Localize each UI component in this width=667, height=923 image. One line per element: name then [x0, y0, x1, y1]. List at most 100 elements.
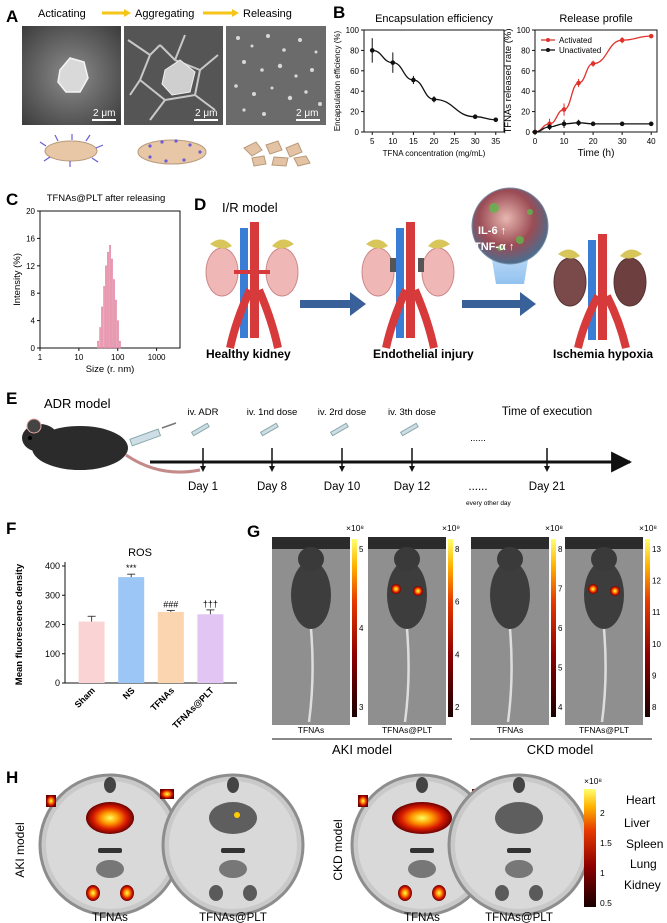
globe-cells [489, 203, 533, 251]
data-point-activated [590, 61, 596, 66]
group-label-ckd: CKD model [527, 742, 594, 757]
size-bar [111, 258, 113, 349]
timeline-event-5: Time of execution [502, 406, 592, 418]
data-point-efficiency [390, 60, 396, 65]
panel-e: E ADR model iv. ADR Day 1 iv. 1nd dose Day … [6, 389, 633, 507]
panel-d-letter: D [194, 195, 206, 214]
x-tick-label: 40 [647, 137, 656, 146]
y-tick-label: 12 [26, 262, 35, 271]
kidney-signal-left [391, 584, 401, 594]
mouse-colorbar-exp-1: ×10⁹ [442, 523, 460, 533]
organ-lung [408, 860, 436, 878]
y-axis-label: Encapsulation efficiency (%) [333, 30, 342, 131]
organ-liver [392, 802, 452, 834]
mouse-colorbar-tick: 8 [455, 545, 460, 554]
chart-title: Encapsulation efficiency [375, 13, 493, 25]
timeline-day-5: Day 21 [529, 481, 565, 493]
arrow-d-1 [300, 292, 366, 316]
mouse-colorbar-tick: 6 [558, 624, 563, 633]
size-bar [114, 299, 117, 349]
chart-frame [363, 29, 505, 133]
mouse-colorbar-1 [448, 539, 453, 717]
data-point-unactivated [648, 121, 654, 127]
size-bar [118, 340, 121, 349]
size-bar [107, 251, 109, 349]
timeline-day-1: Day 8 [257, 481, 287, 493]
stage-label-releasing: Releasing [243, 8, 292, 20]
timeline-day-0: Day 1 [188, 481, 218, 493]
timeline-day-2: Day 10 [324, 481, 360, 493]
legend-label-unactivated: Unactivated [559, 46, 601, 55]
label-endothelial-injury: Endothelial injury [373, 347, 474, 361]
dish-edge-signal [46, 795, 56, 807]
x-tick-label: 35 [491, 137, 500, 146]
panel-e-letter: E [6, 389, 17, 408]
encapsulation-efficiency-chart: Encapsulation efficiency 0 20 40 60 80 100 5 10 1… [333, 13, 505, 158]
organ-spleen [221, 848, 245, 853]
size-bar [113, 279, 115, 349]
panel-f: F ROS 0 100 200 300 400 Mean fluorescence dens… [6, 519, 237, 731]
size-bar [103, 286, 106, 349]
timeline-tick-head [269, 466, 275, 472]
group-label-aki: AKI model [332, 742, 392, 757]
dish-edge-signal [358, 795, 368, 807]
sem-cluster-aggregating [161, 59, 196, 96]
h-colorbar [584, 789, 596, 907]
mouse-colorbar-tick: 5 [359, 545, 364, 554]
h-colorbar-tick-2: 2 [600, 808, 605, 818]
data-point-unactivated [547, 124, 552, 130]
syringe-icon [259, 422, 279, 437]
y-tick-label: 20 [26, 207, 35, 216]
x-tick-label: 15 [409, 137, 418, 146]
timeline-note: every other day [466, 500, 512, 507]
category-label-tfnas@plt: TFNAs@PLT [170, 685, 216, 731]
organ-lung: Lung [630, 857, 657, 871]
data-point-activated [619, 37, 625, 43]
panel-h-letter: H [6, 768, 18, 787]
petri-dish-inner [46, 781, 174, 909]
timeline-events: iv. ADR Day 1 iv. 1nd dose Day 8 iv. 2rd dos… [188, 406, 593, 493]
data-point-activated [561, 107, 567, 112]
timeline-event-4: ...... [470, 433, 486, 444]
y-tick-label: 4 [31, 317, 36, 326]
y-axis-label: Intensity (%) [12, 253, 23, 306]
x-tick-label: 20 [430, 137, 439, 146]
organ-kidney-left [209, 885, 223, 901]
ros-bar-tfnas [157, 611, 184, 683]
ir-model-title: I/R model [222, 200, 278, 215]
sem-fragments-releasing [234, 34, 322, 116]
timeline-tick-head [339, 466, 345, 472]
petri-dish-inner [455, 781, 583, 909]
dish-label-1: TFNAs@PLT [199, 912, 267, 923]
panel-c-letter: C [6, 190, 18, 209]
h-colorbar-tick-1-5: 1.5 [600, 838, 612, 848]
mouse-colorbar-tick: 9 [652, 671, 657, 680]
organ-liver [495, 802, 543, 834]
x-tick-label: 25 [450, 137, 459, 146]
x-tick-label: 10 [74, 353, 83, 362]
dish-label-0: TFNAs [92, 912, 128, 923]
mouse-body [387, 561, 427, 629]
legend-label-activated: Activated [559, 36, 592, 45]
mouse-imaging-row: TFNAs ×10⁸ 5 4 3 TFNAs@PLT ×10⁹ 8 6 4 2 TFNAs ×10⁸ 8 7… [272, 523, 661, 735]
y-tick-label: 40 [350, 87, 359, 96]
mouse-image-topbar [272, 537, 350, 549]
h-colorbar-tick-1: 1 [600, 868, 605, 878]
series-line-efficiency [372, 49, 496, 121]
timeline-day-4: ...... [468, 481, 487, 493]
y-axis-label: TFNAs released rate (%) [503, 28, 514, 133]
ros-bar-chart: ROS 0 100 200 300 400 Mean fluorescence densit… [14, 547, 237, 731]
h-group-label-ckd: CKD model [331, 819, 345, 880]
x-tick-label: 10 [388, 137, 397, 146]
data-point-efficiency [431, 97, 437, 102]
organ-kidney-left [86, 885, 100, 901]
mouse-label-0: TFNAs [298, 725, 324, 735]
organ-kidney-left [495, 885, 509, 901]
cartoon-spikes-activating [39, 134, 104, 167]
organ-liver [86, 802, 134, 834]
organ-heart [227, 777, 239, 793]
significance-mark: *** [126, 563, 137, 573]
mouse-colorbar-tick: 8 [558, 545, 563, 554]
dish-label-3: TFNAs@PLT [485, 912, 553, 923]
